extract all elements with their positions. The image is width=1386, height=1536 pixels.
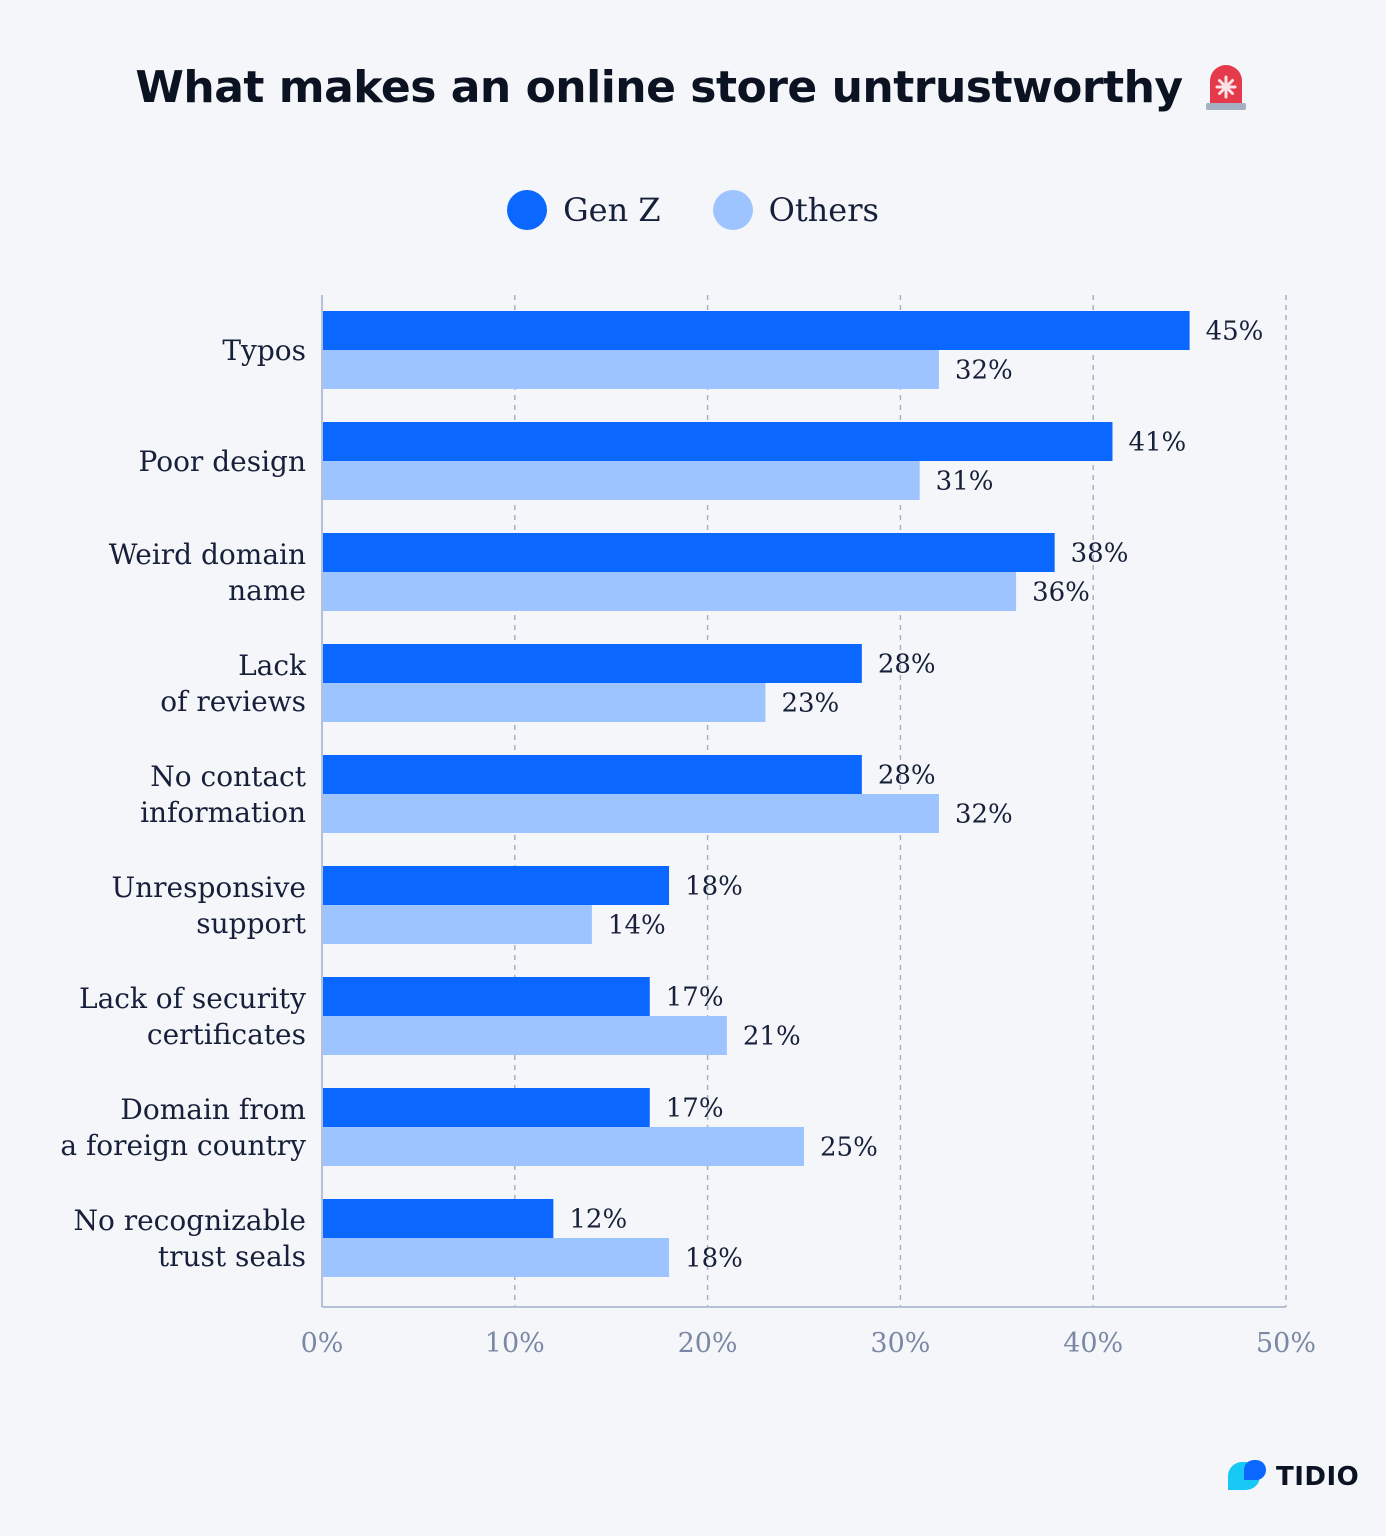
bar-genz [322,1088,650,1127]
data-label: 28% [878,650,936,680]
bar-chart: 45% 32% Typos 41% 31% Poor design 38% 36% Weird … [60,295,1316,1359]
data-label: 14% [608,911,666,941]
bar-others [322,350,939,389]
data-label: 45% [1206,317,1264,347]
category-label: support [196,907,306,940]
bar-others [322,1238,670,1277]
tidio-logo: TIDIO [1226,1458,1359,1496]
x-tick-label: 30% [870,1328,930,1359]
category-label: Domain from [120,1093,306,1126]
data-label: 36% [1032,578,1090,608]
category-label: a foreign country [60,1129,306,1162]
category-label: No contact [150,760,306,793]
chart-title: What makes an online store untrustworthy [135,62,1183,113]
data-label: 21% [743,1022,801,1052]
category-label: information [140,796,306,829]
legend-item-genz: Gen Z [507,190,661,230]
x-tick-label: 40% [1063,1328,1123,1359]
x-tick-label: 10% [485,1328,545,1359]
bar-others [322,1016,727,1055]
data-label: 23% [781,689,839,719]
bar-genz [322,533,1055,572]
legend-dot-genz [507,190,548,230]
category-label: Lack of security [79,982,306,1015]
data-label: 28% [878,761,936,791]
data-label: 17% [666,983,724,1013]
data-label: 17% [666,1094,724,1124]
legend-dot-others [712,190,753,230]
legend-label-genz: Gen Z [563,191,661,229]
bar-genz [322,1199,554,1238]
legend-label-others: Others [768,191,879,229]
category-label: Unresponsive [112,871,306,904]
data-label: 32% [955,800,1013,830]
bar-others [322,905,592,944]
data-label: 25% [820,1133,878,1163]
category-label: Poor design [139,445,306,478]
data-label: 12% [569,1205,627,1235]
bar-genz [322,977,650,1016]
x-tick-label: 0% [301,1328,344,1359]
logo-text: TIDIO [1276,1462,1360,1492]
category-label: certificates [147,1018,306,1051]
bar-genz [322,755,862,794]
bar-others [322,461,920,500]
siren-icon [1201,63,1251,113]
data-label: 31% [936,467,994,497]
bar-others [322,1127,804,1166]
legend: Gen Z Others [0,190,1386,230]
data-label: 18% [685,1244,743,1274]
tidio-logo-icon [1228,1460,1266,1494]
category-label: No recognizable [73,1204,306,1237]
category-label: of reviews [160,685,306,718]
category-label: Lack [238,649,307,682]
data-label: 38% [1071,539,1129,569]
legend-item-others: Others [712,190,879,230]
bar-others [322,794,939,833]
category-label: Weird domain [109,538,306,571]
category-label: trust seals [158,1240,306,1273]
bar-genz [322,311,1190,350]
data-label: 41% [1128,428,1186,458]
bar-genz [322,866,670,905]
bar-genz [322,422,1113,461]
bar-others [322,683,766,722]
bar-genz [322,644,862,683]
bar-others [322,572,1017,611]
category-label: Typos [222,334,306,367]
category-label: name [228,574,306,607]
data-label: 18% [685,872,743,902]
title-row: What makes an online store untrustworthy [0,62,1386,113]
data-label: 32% [955,356,1013,386]
x-tick-label: 20% [678,1328,738,1359]
x-tick-label: 50% [1256,1328,1316,1359]
